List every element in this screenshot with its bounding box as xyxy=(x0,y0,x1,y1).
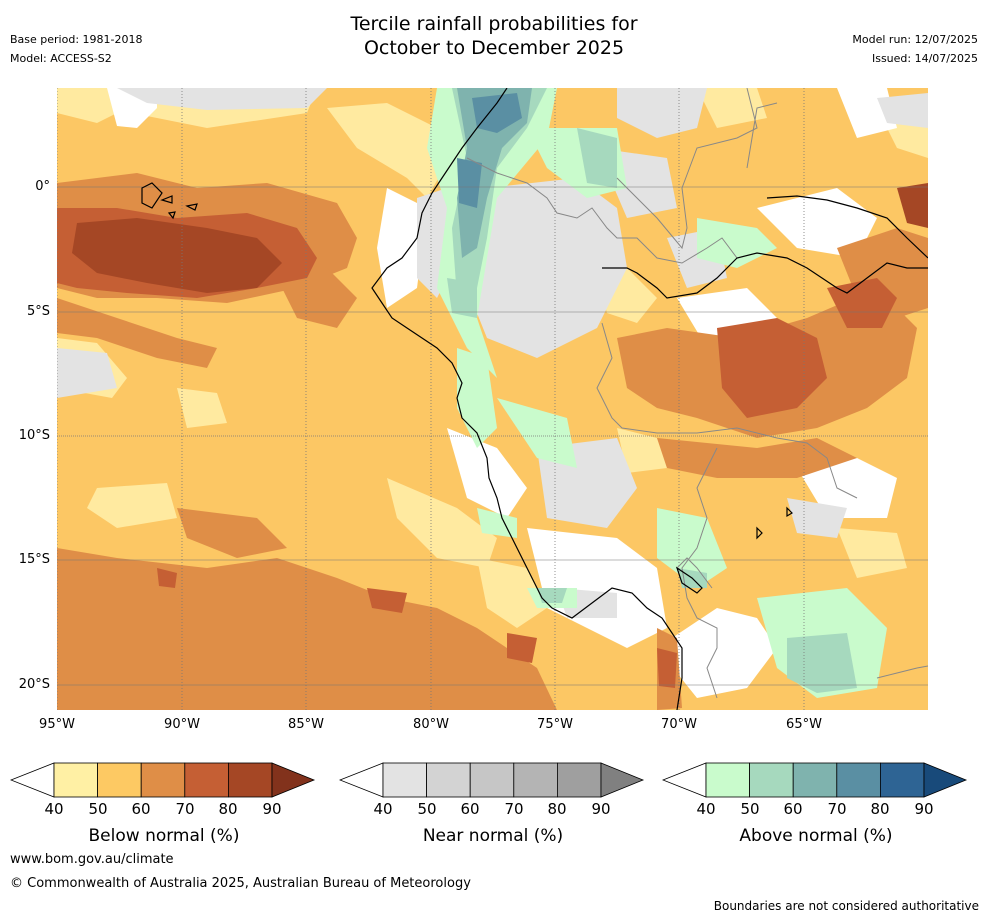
lon-label-70w: 70°W xyxy=(661,717,697,732)
lat-label-10s: 10°S xyxy=(18,428,50,443)
forecast-map xyxy=(57,88,928,710)
colorbar-segment xyxy=(426,762,471,798)
colorbar-segment xyxy=(469,762,515,798)
legend-near-colorbar xyxy=(339,762,645,798)
colorbar-min-extend xyxy=(339,762,384,798)
colorbar-segment xyxy=(836,762,881,798)
meta-right: Model run: 12/07/2025 Issued: 14/07/2025 xyxy=(852,30,978,68)
colorbar-segment xyxy=(792,762,838,798)
model-name: Model: ACCESS-S2 xyxy=(10,52,112,65)
colorbar-segment xyxy=(749,762,794,798)
lon-label-85w: 85°W xyxy=(288,717,324,732)
lat-label-0: 0° xyxy=(35,179,50,194)
colorbar-max-extend xyxy=(923,762,968,798)
legend-above-tick-60: 60 xyxy=(783,800,803,818)
colorbar-segment xyxy=(227,762,273,798)
lon-label-75w: 75°W xyxy=(537,717,573,732)
legend-below-tick-70: 70 xyxy=(175,800,195,818)
colorbar-max-extend xyxy=(271,762,316,798)
lat-label-5s: 5°S xyxy=(26,304,50,319)
base-period: Base period: 1981-2018 xyxy=(10,33,143,46)
title-line-1: Tercile rainfall probabilities for xyxy=(350,13,638,35)
coastline xyxy=(141,88,928,710)
title-line-2: October to December 2025 xyxy=(363,37,625,59)
lon-label-95w: 95°W xyxy=(39,717,75,732)
legend-above-colorbar xyxy=(662,762,968,798)
legend-above-title: Above normal (%) xyxy=(739,826,893,846)
legend-above-tick-70: 70 xyxy=(827,800,847,818)
legend-below-tick-90: 90 xyxy=(262,800,282,818)
meta-left: Base period: 1981-2018 Model: ACCESS-S2 xyxy=(10,30,142,68)
legend-near-tick-80: 80 xyxy=(547,800,567,818)
colorbar-segment xyxy=(879,762,925,798)
colorbar-segment xyxy=(513,762,558,798)
lat-label-15s: 15°S xyxy=(18,552,50,567)
colorbar-max-extend xyxy=(600,762,645,798)
legend-below-tick-50: 50 xyxy=(88,800,108,818)
colorbar-segment xyxy=(184,762,229,798)
above-70-80-areas xyxy=(457,93,522,208)
boundary-disclaimer: Boundaries are not considered authoritat… xyxy=(713,899,979,913)
legend-above-tick-90: 90 xyxy=(914,800,934,818)
below-80-90-areas xyxy=(72,183,928,293)
colorbar-min-extend xyxy=(10,762,55,798)
legend-below-title: Below normal (%) xyxy=(88,826,240,846)
legend-near-tick-90: 90 xyxy=(591,800,611,818)
website-text: www.bom.gov.au/climate xyxy=(10,852,174,867)
lon-label-80w: 80°W xyxy=(413,717,449,732)
country-borders xyxy=(466,88,928,699)
colorbar-segment xyxy=(53,762,98,798)
legend-above-tick-80: 80 xyxy=(870,800,890,818)
colorbar-segment xyxy=(382,762,427,798)
legend-below-colorbar xyxy=(10,762,316,798)
legend-near-tick-50: 50 xyxy=(417,800,437,818)
colorbar-segment xyxy=(97,762,142,798)
map-title: Tercile rainfall probabilities for Octob… xyxy=(0,12,988,60)
graticule xyxy=(57,88,928,710)
colorbar-segment xyxy=(705,762,750,798)
legend-near-tick-60: 60 xyxy=(460,800,480,818)
issued-date: Issued: 14/07/2025 xyxy=(871,52,978,65)
copyright-text: © Commonwealth of Australia 2025, Austra… xyxy=(10,876,471,891)
colorbar-segment xyxy=(140,762,186,798)
legend-near-tick-70: 70 xyxy=(504,800,524,818)
legend-below-tick-40: 40 xyxy=(44,800,64,818)
legend-near-tick-40: 40 xyxy=(373,800,393,818)
legend-below-tick-80: 80 xyxy=(218,800,238,818)
legend-below-tick-60: 60 xyxy=(131,800,151,818)
legend-above-tick-50: 50 xyxy=(740,800,760,818)
colorbar-segment xyxy=(556,762,602,798)
legend-above-tick-40: 40 xyxy=(696,800,716,818)
legend-near-title: Near normal (%) xyxy=(422,826,564,846)
lat-label-20s: 20°S xyxy=(18,677,50,692)
lon-label-90w: 90°W xyxy=(164,717,200,732)
model-run: Model run: 12/07/2025 xyxy=(852,33,978,46)
lon-label-65w: 65°W xyxy=(786,717,822,732)
colorbar-min-extend xyxy=(662,762,707,798)
